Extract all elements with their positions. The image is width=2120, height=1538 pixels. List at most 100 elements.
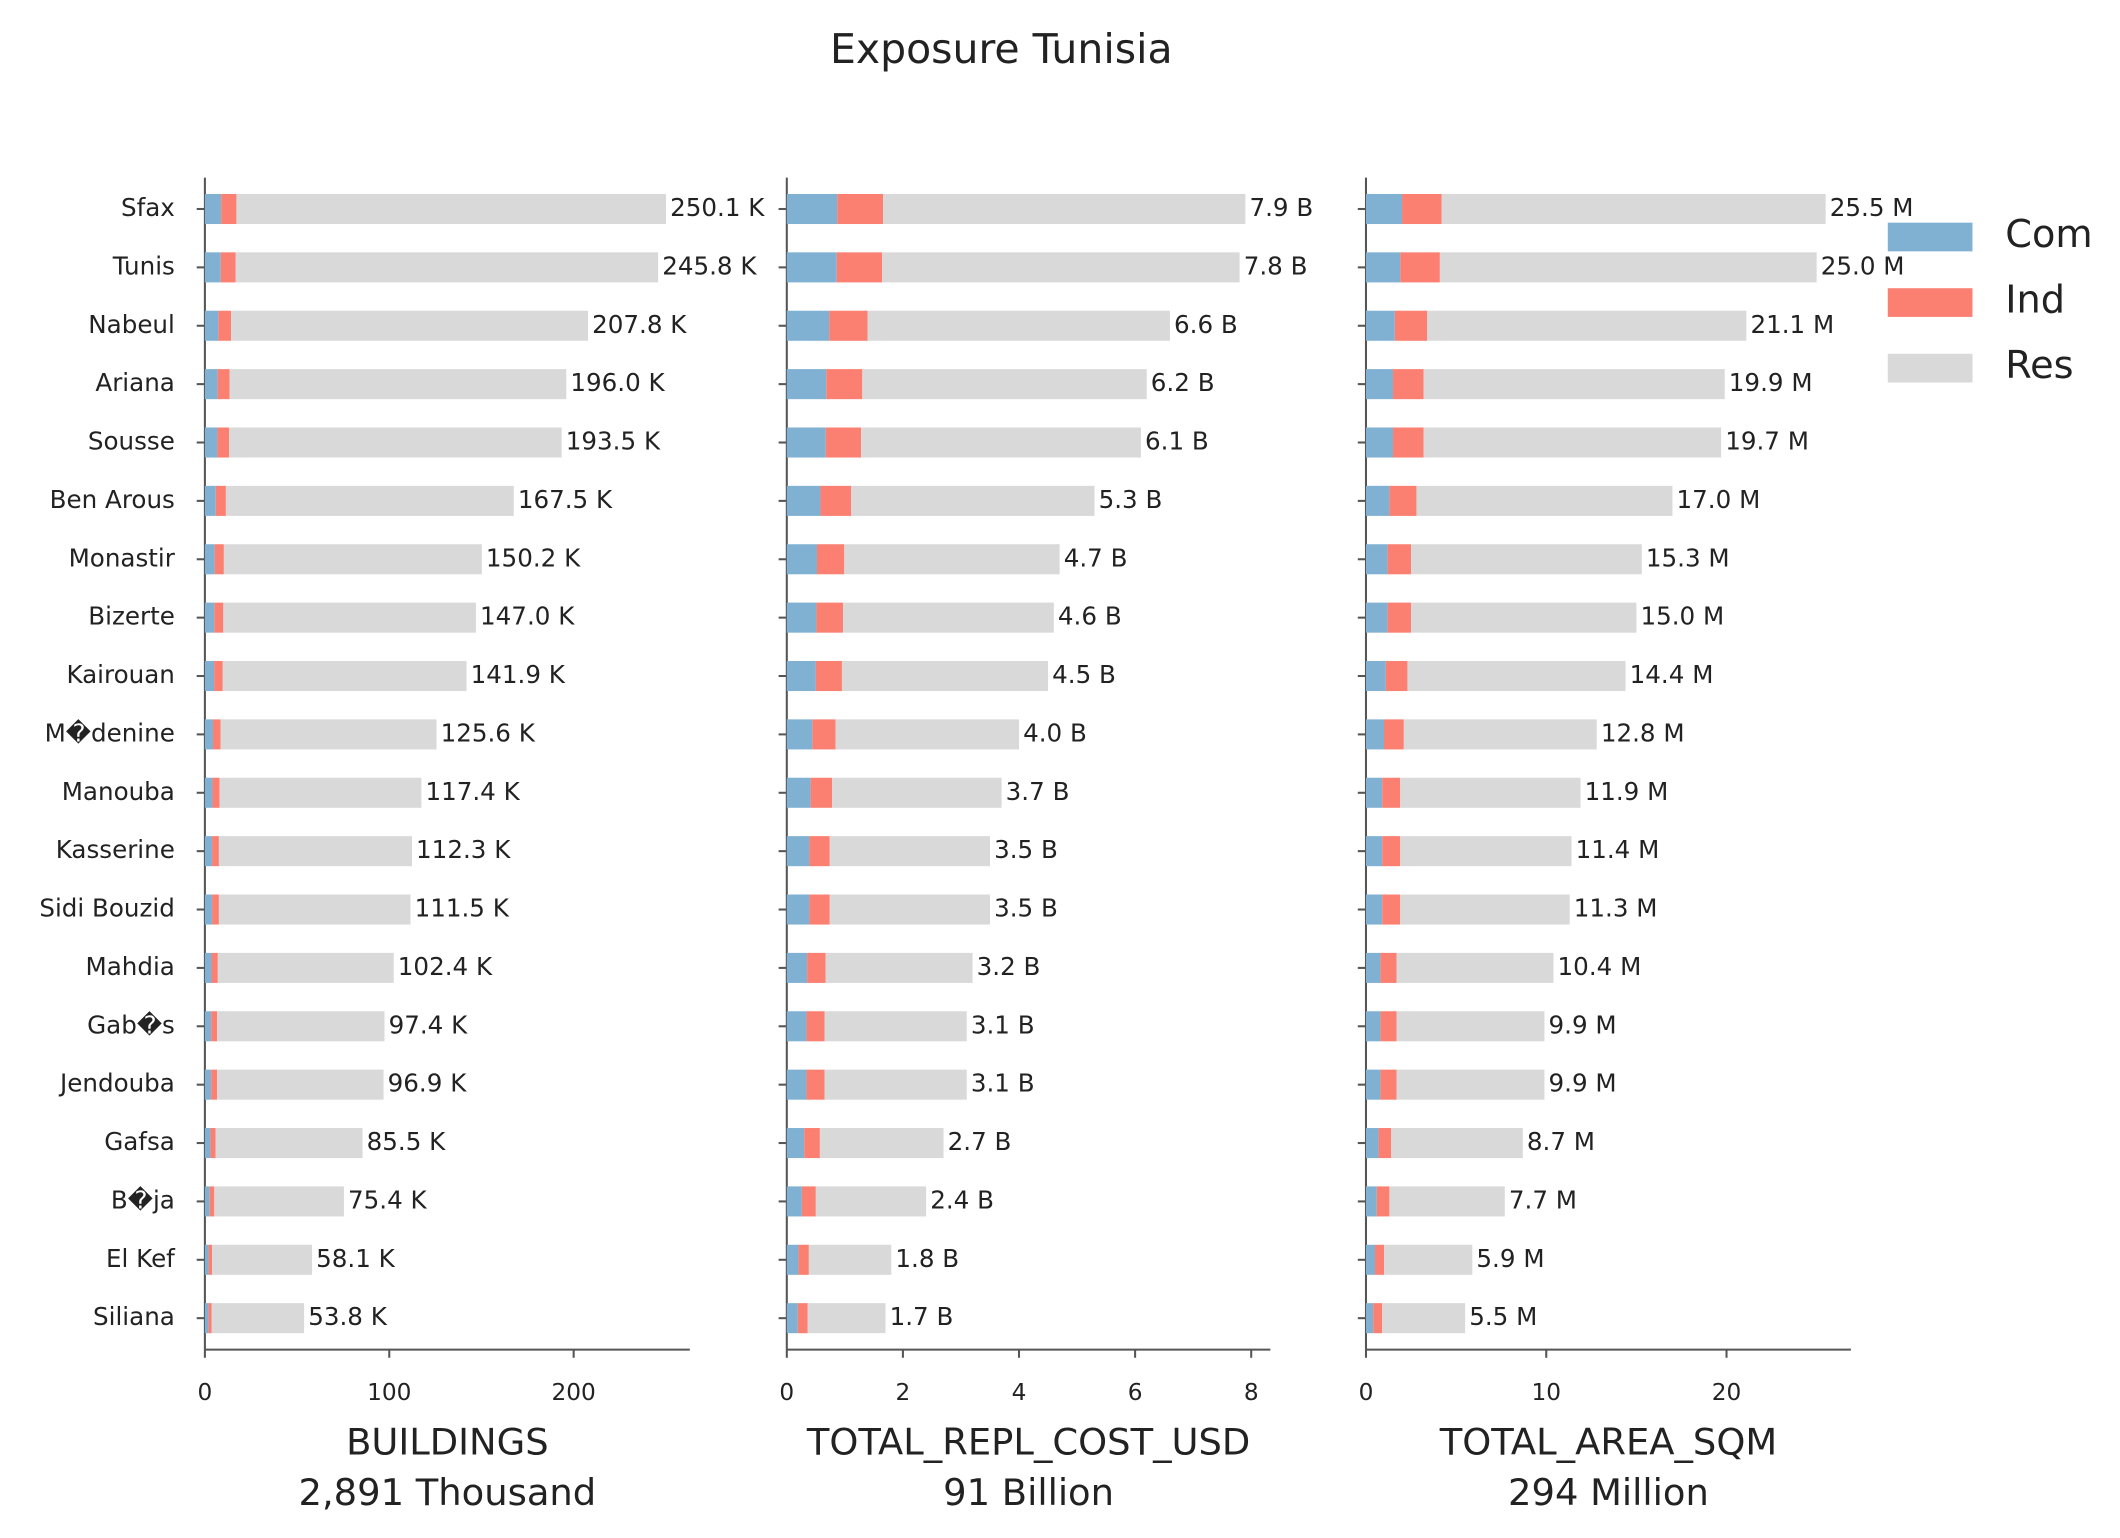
bar-segment [1423, 369, 1725, 400]
y-tick-label: Sidi Bouzid [39, 894, 174, 923]
bar-segment [829, 894, 990, 925]
total-label: 4.6 B [1058, 602, 1122, 631]
bar-segment [204, 660, 215, 692]
bar-segment [786, 719, 813, 750]
bar-segment [1439, 252, 1817, 283]
bar-segment [204, 252, 221, 283]
bar-segment [204, 1186, 210, 1217]
bar-segment [1411, 602, 1637, 633]
bar-segment [1380, 1069, 1397, 1100]
total-label: 141.9 K [471, 660, 566, 689]
bar-segment [1393, 369, 1424, 400]
bar-segment [786, 369, 827, 400]
total-label: 11.9 M [1585, 777, 1669, 806]
bar-segment [1365, 836, 1383, 867]
bar-segment [221, 193, 237, 225]
bar-segment [810, 777, 833, 808]
bar-segment [217, 427, 230, 458]
bar-segment [204, 602, 215, 633]
bar-segment [225, 485, 514, 516]
bar-segment [1396, 1069, 1545, 1100]
x-tick-label: 0 [779, 1379, 794, 1406]
bar-segment [214, 544, 224, 575]
bar-segment [1365, 544, 1388, 575]
y-tick-label: B�ja [111, 1185, 175, 1214]
total-label: 3.5 B [994, 894, 1058, 923]
x-tick-label: 0 [198, 1379, 213, 1406]
total-label: 2.4 B [930, 1185, 994, 1214]
legend-swatch [1887, 288, 1973, 317]
x-tick-label: 0 [1359, 1379, 1374, 1406]
bar-segment [211, 1303, 305, 1334]
x-axis-sublabel: 294 Million [1508, 1471, 1709, 1514]
bar-segment [220, 252, 236, 283]
bar-segment [1402, 193, 1442, 225]
bar-segment [801, 1186, 816, 1217]
bar-segment [204, 1244, 209, 1275]
bar-segment [786, 485, 821, 516]
bar-segment [835, 719, 1020, 750]
bar-segment [218, 836, 412, 867]
bar-segment [229, 427, 562, 458]
bar-segment [1389, 1186, 1505, 1217]
bar-segment [836, 252, 883, 283]
bar-segment [824, 1011, 967, 1042]
bar-segment [832, 777, 1002, 808]
total-label: 7.8 B [1244, 251, 1308, 280]
bar-segment [825, 427, 862, 458]
bar-segment [1384, 1244, 1473, 1275]
bar-segment [820, 485, 852, 516]
total-label: 96.9 K [388, 1069, 468, 1098]
bar-segment [816, 602, 844, 633]
total-label: 5.5 M [1469, 1302, 1537, 1331]
bar-segment [851, 485, 1095, 516]
bar-segment [1396, 1011, 1545, 1042]
bar-segment [211, 952, 218, 983]
bar-segment [208, 1303, 212, 1334]
total-label: 102.4 K [398, 952, 493, 981]
bar-segment [210, 1128, 216, 1159]
bar-segment [1373, 1303, 1383, 1334]
bar-segment [1382, 836, 1401, 867]
total-label: 4.0 B [1023, 718, 1087, 747]
total-label: 3.1 B [971, 1010, 1035, 1039]
x-axis-sublabel: 2,891 Thousand [299, 1471, 597, 1514]
bar-segment [786, 1128, 805, 1159]
total-label: 167.5 K [518, 485, 613, 514]
bar-segment [229, 369, 567, 400]
x-axis-label: BUILDINGS [346, 1420, 549, 1463]
bar-segment [786, 777, 811, 808]
bar-segment [1416, 485, 1673, 516]
total-label: 25.5 M [1830, 193, 1914, 222]
total-label: 15.0 M [1640, 602, 1724, 631]
bar-segment [1365, 1069, 1381, 1100]
bar-segment [786, 894, 810, 925]
bar-segment [786, 602, 817, 633]
bar-segment [1365, 719, 1385, 750]
bar-segment [883, 193, 1246, 225]
bar-segment [786, 1069, 807, 1100]
total-label: 9.9 M [1549, 1010, 1617, 1039]
y-tick-label: Manouba [62, 777, 175, 806]
bar-segment [231, 310, 589, 341]
y-tick-label: Kasserine [56, 835, 175, 864]
x-axis-label: TOTAL_REPL_COST_USD [806, 1420, 1251, 1463]
y-tick-label: Sousse [88, 427, 175, 456]
bar-segment [786, 836, 810, 867]
bar-segment [809, 894, 830, 925]
bar-segment [1382, 894, 1401, 925]
total-label: 250.1 K [670, 193, 765, 222]
total-label: 17.0 M [1677, 485, 1761, 514]
bar-segment [218, 894, 411, 925]
bar-segment [798, 1244, 809, 1275]
bar-segment [797, 1303, 808, 1334]
bar-segment [786, 952, 808, 983]
bar-segment [1441, 193, 1826, 225]
x-tick-label: 2 [896, 1379, 911, 1406]
bar-segment [1427, 310, 1747, 341]
total-label: 112.3 K [416, 835, 511, 864]
total-label: 19.9 M [1729, 368, 1813, 397]
bar-segment [867, 310, 1170, 341]
bar-segment [1365, 894, 1383, 925]
bar-segment [204, 369, 218, 400]
